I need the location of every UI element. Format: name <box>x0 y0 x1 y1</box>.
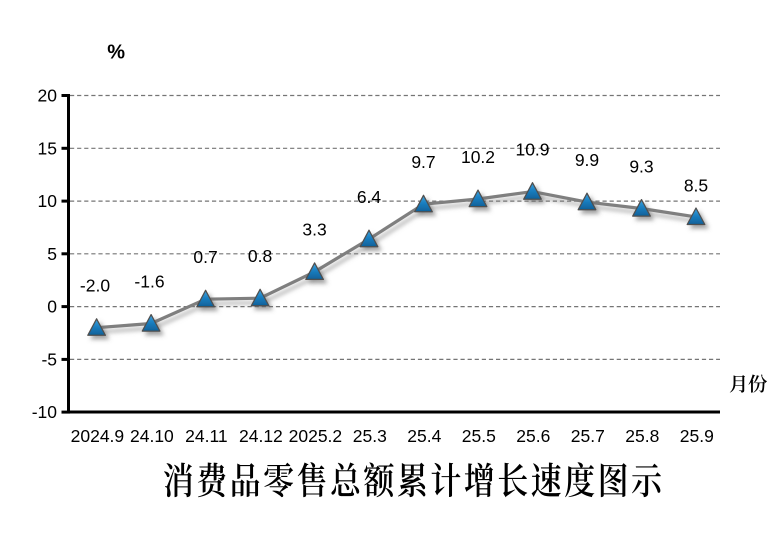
svg-text:25.9: 25.9 <box>680 426 714 446</box>
svg-text:15: 15 <box>38 138 57 158</box>
svg-text:25.7: 25.7 <box>571 426 605 446</box>
svg-text:24.11: 24.11 <box>185 426 228 446</box>
svg-text:25.4: 25.4 <box>407 426 441 446</box>
svg-text:0.8: 0.8 <box>248 246 272 266</box>
svg-text:25.3: 25.3 <box>353 426 387 446</box>
svg-text:24.12: 24.12 <box>239 426 283 446</box>
svg-text:0: 0 <box>47 297 57 317</box>
svg-text:-1.6: -1.6 <box>134 271 164 291</box>
svg-text:9.3: 9.3 <box>629 156 653 176</box>
svg-text:10.2: 10.2 <box>461 147 495 167</box>
svg-text:25.8: 25.8 <box>625 426 659 446</box>
svg-text:10: 10 <box>38 191 58 211</box>
svg-text:5: 5 <box>47 244 57 264</box>
svg-text:25.6: 25.6 <box>516 426 550 446</box>
svg-text:6.4: 6.4 <box>357 187 382 207</box>
svg-text:-5: -5 <box>41 349 57 369</box>
svg-text:-2.0: -2.0 <box>80 276 110 296</box>
svg-text:10.9: 10.9 <box>515 139 549 159</box>
svg-text:0.7: 0.7 <box>193 247 217 267</box>
svg-text:%: % <box>107 41 125 63</box>
svg-text:20: 20 <box>38 86 58 106</box>
svg-text:2025.2: 2025.2 <box>289 426 343 446</box>
svg-text:2024.9: 2024.9 <box>71 426 125 446</box>
svg-text:8.5: 8.5 <box>684 176 708 196</box>
svg-text:-10: -10 <box>32 402 58 422</box>
svg-text:3.3: 3.3 <box>302 220 326 240</box>
svg-text:9.7: 9.7 <box>411 152 435 172</box>
svg-text:9.9: 9.9 <box>575 150 599 170</box>
svg-text:25.5: 25.5 <box>462 426 496 446</box>
svg-text:24.10: 24.10 <box>130 426 174 446</box>
